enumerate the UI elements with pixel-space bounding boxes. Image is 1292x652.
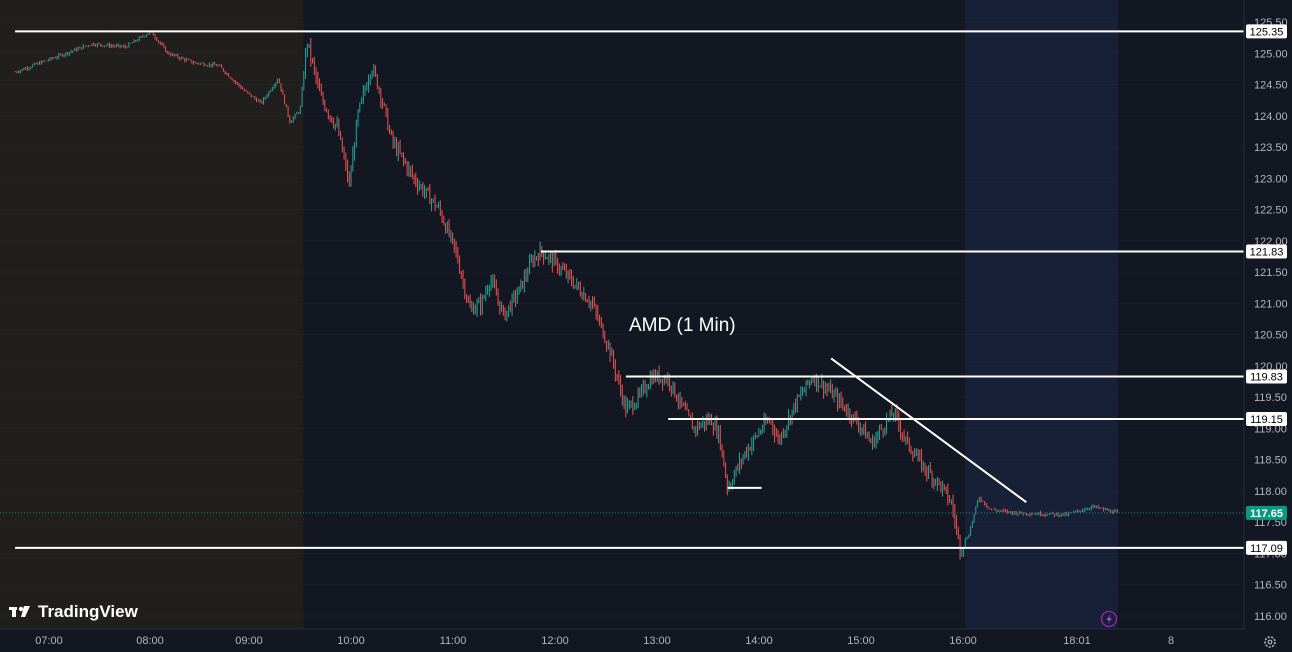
x-tick-label: 09:00 [235,635,263,647]
postmarket-session [965,0,1118,629]
y-axis[interactable]: 125.50125.00124.50124.00123.50123.00122.… [1243,0,1292,652]
trendline[interactable] [830,357,1027,504]
level-price-tag[interactable] [1246,24,1287,39]
y-tick-label: 124.50 [1254,80,1288,92]
y-tick-label: 123.50 [1254,142,1288,154]
y-tick-label: 123.00 [1254,173,1288,185]
x-tick-label: 15:00 [847,635,875,647]
level-price-label: 119.15 [1250,414,1283,426]
x-tick-label: 08:00 [136,635,164,647]
x-tick-label: 13:00 [643,635,671,647]
y-tick-label: 116.50 [1254,580,1287,592]
lightning-icon[interactable] [1100,610,1118,628]
level-price-label: 117.09 [1250,543,1283,555]
y-tick-label: 125.00 [1254,48,1288,60]
x-tick-label: 10:00 [337,635,365,647]
y-tick-label: 118.00 [1254,486,1287,498]
tradingview-logo-icon [9,606,30,617]
level-price-label: 119.83 [1250,372,1283,384]
session-backgrounds [0,0,1118,629]
y-tick-label: 116.00 [1254,611,1287,623]
x-tick-label: 07:00 [35,635,63,647]
chart-title: AMD (1 Min) [629,315,736,336]
y-tick-label: 121.50 [1254,267,1288,279]
x-tick-label: 16:00 [949,635,977,647]
x-tick-label: 14:00 [745,635,773,647]
x-tick-label: 18:01 [1063,635,1091,647]
level-price-tag[interactable] [1246,540,1287,555]
x-tick-label: 8 [1168,635,1174,647]
premarket-session [0,0,304,629]
y-tick-label: 121.00 [1254,298,1288,310]
y-tick-label: 117.50 [1254,517,1287,529]
last-price-label: 117.65 [1250,508,1283,520]
x-axis[interactable]: 07:00 08:00 09:00 10:00 11:00 12:00 13:00 14:00… [0,628,1244,652]
last-price-tag [1246,505,1287,520]
level-price-label: 125.35 [1250,26,1284,38]
gear-icon[interactable] [1264,636,1276,648]
y-tick-label: 120.50 [1254,330,1288,342]
y-tick-label: 118.50 [1254,455,1287,467]
level-price-tag[interactable] [1246,244,1287,259]
level-price-tag[interactable] [1246,412,1287,427]
x-tick-label: 12:00 [541,635,569,647]
brand-label: TradingView [38,602,139,621]
y-tick-label: 119.00 [1254,423,1287,435]
drawing-tools[interactable] [15,30,1244,549]
level-price-tag[interactable] [1246,369,1287,384]
y-tick-label: 122.50 [1254,205,1288,217]
y-tick-label: 119.50 [1254,392,1287,404]
y-tick-label: 124.00 [1254,111,1288,123]
level-price-label: 121.83 [1250,246,1284,258]
x-tick-label: 11:00 [440,635,467,647]
